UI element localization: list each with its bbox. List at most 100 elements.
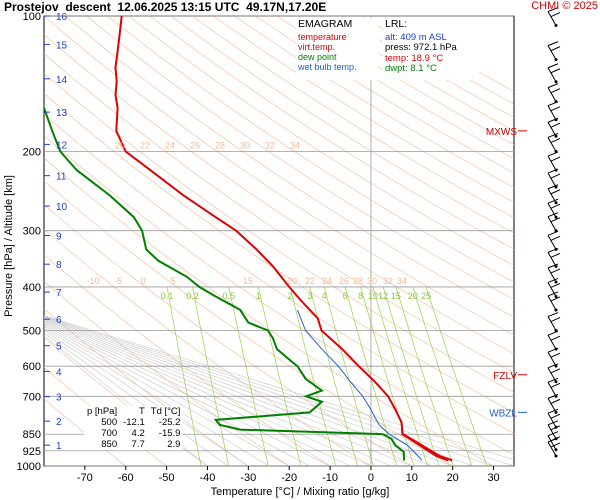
adiabat-label: 34	[290, 140, 300, 150]
legend-title: EMAGRAM	[298, 18, 353, 30]
series-line-virt-temp-	[402, 433, 453, 462]
dry-adiabat	[44, 16, 514, 336]
lrl-press: press: 972.1 hPa	[385, 42, 457, 53]
dry-adiabat	[64, 16, 514, 318]
y-tick-label: 500	[23, 326, 41, 338]
mixing-ratio-label: 3	[307, 291, 312, 301]
dry-adiabat	[44, 33, 514, 355]
table-cell: -15.9	[158, 428, 181, 439]
copyright: CHMI © 2025	[531, 0, 598, 12]
adiabat-label: 32	[383, 276, 393, 286]
x-tick-label: -20	[281, 472, 297, 484]
wind-barb	[547, 117, 561, 138]
adiabat-label: -5	[114, 276, 122, 286]
adiabat-label: 15	[243, 276, 253, 286]
table-header-t: T	[138, 406, 145, 417]
y-tick-label: 400	[23, 282, 41, 294]
altitude-tick-label: 2	[56, 417, 62, 428]
coords: 49.17N,17.20E	[246, 0, 327, 14]
adiabat-label: 5	[170, 276, 175, 286]
adiabat-label: -10	[86, 276, 99, 286]
dry-adiabat	[149, 16, 514, 250]
wind-barb	[547, 363, 561, 384]
altitude-tick-label: 7	[56, 288, 62, 299]
mixing-ratio-label: 8	[358, 291, 363, 301]
wind-barb	[547, 277, 561, 298]
adiabat-label: 26	[190, 140, 200, 150]
altitude-tick-label: 4	[56, 367, 62, 378]
wind-barb	[547, 212, 561, 233]
ascent-type: descent	[65, 0, 111, 14]
mixing-ratio-label: 15	[391, 291, 401, 301]
adiabat-label: 30	[240, 140, 250, 150]
station-name: Prostejov	[4, 0, 59, 14]
adiabat-label: 22	[140, 140, 150, 150]
legend-item-dew-point: dew point	[298, 52, 337, 62]
altitude-tick-label: 13	[56, 108, 68, 119]
wind-barb	[547, 377, 561, 398]
wind-barb	[547, 408, 561, 429]
wind-barb	[547, 151, 561, 172]
x-tick-label: -50	[159, 472, 175, 484]
adiabat-label: 28	[215, 140, 225, 150]
wind-barb	[547, 7, 561, 28]
lrl-title: LRL:	[385, 18, 408, 30]
mixing-ratio-label: 0.2	[186, 291, 199, 301]
altitude-tick-label: 14	[56, 75, 68, 86]
header-title: Prostejov descent 12.06.2025 13:15 UTC 4…	[4, 0, 326, 14]
marker-label: MXWS	[486, 127, 517, 138]
adiabat-label: 20	[115, 140, 125, 150]
x-axis-label: Temperature [°C] / Mixing ratio [g/kg]	[211, 486, 390, 498]
table-row: 850 7.7 2.9	[84, 439, 183, 450]
wind-barb	[547, 101, 561, 122]
adiabat-label: 28	[353, 276, 363, 286]
wind-barb	[547, 168, 561, 189]
altitude-tick-label: 1	[56, 441, 62, 452]
lrl-alt: alt: 409 m ASL	[385, 31, 447, 43]
summary-table: p [hPa] T Td [°C] 500 -12.1 -25.2 700 4.…	[84, 406, 184, 450]
table-cell: 2.9	[167, 439, 181, 450]
wind-barb	[547, 330, 561, 351]
y-tick-label: 300	[23, 226, 41, 238]
dry-adiabat	[44, 113, 514, 434]
lrl-info: LRL: alt: 409 m ASL press: 972.1 hPa tem…	[383, 18, 479, 80]
mixing-ratio-label: 25	[421, 291, 431, 301]
y-tick-label: 200	[23, 146, 41, 158]
y-tick-label: 925	[23, 446, 41, 458]
altitude-tick-label: 8	[56, 260, 62, 271]
mixing-ratio-label: 12	[378, 291, 388, 301]
x-tick-label: -40	[200, 472, 216, 484]
x-tick-label: -60	[118, 472, 134, 484]
y-tick-label: 1000	[17, 461, 41, 473]
adiabat-label: 30	[367, 276, 377, 286]
wind-barb	[547, 347, 561, 368]
altitude-tick-label: 6	[56, 315, 62, 326]
wind-barb	[547, 41, 561, 62]
mixing-ratio-label: 6	[343, 291, 348, 301]
table-header-row: p [hPa] T Td [°C]	[84, 406, 183, 417]
dry-adiabat	[170, 16, 514, 234]
x-tick-label: 10	[406, 472, 418, 484]
adiabat-label: 26	[339, 276, 349, 286]
mixing-ratio-label: 4	[322, 291, 327, 301]
wind-barb	[547, 83, 561, 104]
altitude-tick-label: 9	[56, 232, 62, 243]
wind-barb	[547, 247, 561, 268]
dry-adiabat	[86, 16, 514, 300]
isobars	[44, 15, 514, 467]
mixing-ratio-label: 20	[408, 291, 418, 301]
dry-adiabat	[44, 53, 514, 374]
wind-barb	[547, 312, 561, 333]
legend: EMAGRAM temperature virt.temp. dew point…	[296, 18, 378, 80]
table-header-p: p [hPa]	[87, 406, 118, 417]
legend-item-wet-bulb: wet bulb temp.	[298, 62, 357, 72]
x-tick-label: -70	[77, 472, 93, 484]
table-header-td: Td [°C]	[150, 406, 181, 417]
altitude-tick-label: 16	[56, 12, 68, 23]
marker-label: FZLV	[493, 371, 517, 382]
altitude-tick-label: 12	[56, 140, 68, 151]
x-tick-label: -30	[240, 472, 256, 484]
dry-adiabat	[191, 16, 514, 219]
table-cell: 7.7	[131, 439, 145, 450]
